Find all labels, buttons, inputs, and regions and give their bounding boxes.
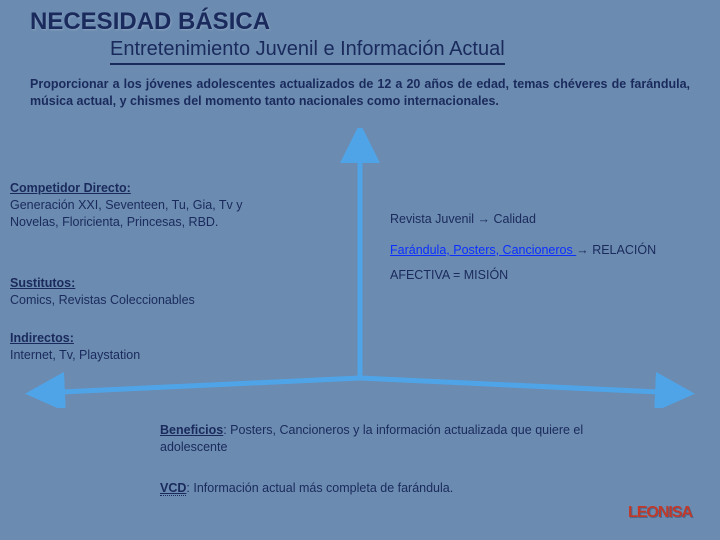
sustitutos-section: Sustitutos: Comics, Revistas Coleccionab… [10,275,270,309]
right-line1: Revista Juvenil → Calidad [390,210,710,229]
indirectos-heading: Indirectos: [10,331,74,345]
competidor-section: Competidor Directo: Generación XXI, Seve… [10,180,270,231]
beneficios-heading: Beneficios [160,423,223,437]
vcd-heading: VCD [160,481,186,496]
right-line2-b: RELACIÓN [589,243,656,257]
right-line2: Farándula, Posters, Cancioneros → RELACI… [390,241,710,260]
intro-paragraph: Proporcionar a los jóvenes adolescentes … [30,76,690,110]
beneficios-body: : Posters, Cancioneros y la información … [160,423,583,454]
sustitutos-heading: Sustitutos: [10,276,75,290]
right-line3: AFECTIVA = MISIÓN [390,266,710,285]
indirectos-body: Internet, Tv, Playstation [10,348,140,362]
right-line1-b: Calidad [490,212,536,226]
competidor-body: Generación XXI, Seventeen, Tu, Gia, Tv y… [10,198,243,229]
vcd-block: VCD: Información actual más completa de … [160,480,600,497]
right-block: Revista Juvenil → Calidad Farándula, Pos… [390,210,710,284]
sustitutos-body: Comics, Revistas Coleccionables [10,293,195,307]
brand-logo-text: LEONISA [628,504,692,522]
brand-logo: LEONISA [618,494,702,532]
beneficios-block: Beneficios: Posters, Cancioneros y la in… [160,422,590,456]
arrow-glyph-2: → [576,243,589,257]
farandula-link[interactable]: Farándula, Posters, Cancioneros [390,243,576,257]
competidor-heading: Competidor Directo: [10,181,131,195]
page-title: NECESIDAD BÁSICA [30,8,270,36]
indirectos-section: Indirectos: Internet, Tv, Playstation [10,330,270,364]
right-line1-a: Revista Juvenil [390,212,478,226]
arrow-glyph-1: → [478,212,491,226]
vcd-body: : Información actual más completa de far… [186,481,453,495]
page-subtitle: Entretenimiento Juvenil e Información Ac… [110,38,505,65]
